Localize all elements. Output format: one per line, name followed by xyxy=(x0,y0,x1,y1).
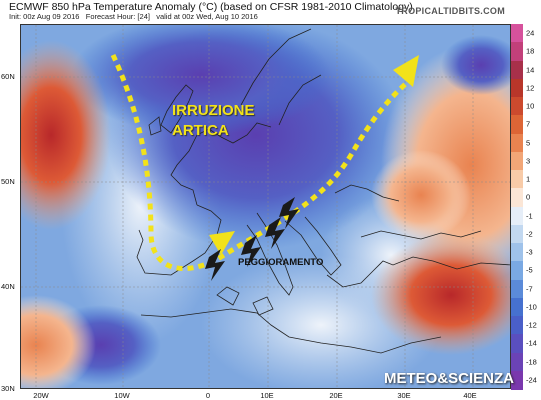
cold-core-north xyxy=(71,25,331,135)
lon-label-20e: 20E xyxy=(329,391,343,400)
colorbar-label: -2 xyxy=(526,229,533,239)
warm-area-ukraine xyxy=(371,150,471,240)
map-title: ECMWF 850 hPa Temperature Anomaly (°C) (… xyxy=(9,1,413,13)
arrowhead-northeast xyxy=(393,55,419,87)
colorbar-swatch xyxy=(511,334,523,353)
colorbar-swatch xyxy=(511,42,523,61)
annotation-peggioramento: PEGGIORAMENTO xyxy=(238,257,324,268)
colorbar-label: 12 xyxy=(526,83,535,93)
cold-area-northeast xyxy=(441,35,510,95)
arrowhead-center xyxy=(209,231,235,255)
init-time: Init: 00z Aug 09 2016 xyxy=(9,12,80,21)
colorbar-swatch xyxy=(511,78,523,98)
map-subtitle: Init: 00z Aug 09 2016 Forecast Hour: [24… xyxy=(9,12,258,21)
colorbar-swatch xyxy=(511,243,523,262)
colorbar-label: 1 xyxy=(526,174,531,184)
colorbar-label: -24 xyxy=(526,375,537,385)
lat-label-50n: 50N xyxy=(1,177,15,186)
colorbar-label: -18 xyxy=(526,357,537,367)
colorbar-swatch xyxy=(511,188,523,207)
colorbar-label: 3 xyxy=(526,156,531,166)
colorbar-label: -10 xyxy=(526,302,537,312)
colorbar-label: 7 xyxy=(526,119,531,129)
coastlines xyxy=(136,28,510,354)
colorbar-swatch xyxy=(511,60,523,80)
warm-area-greenland xyxy=(21,40,111,230)
colorbar-label: -1 xyxy=(526,211,533,221)
source-watermark: TROPICALTIDBITS.COM xyxy=(395,6,505,16)
colorbar-label: -12 xyxy=(526,320,537,330)
valid-time: valid at 00z Wed, Aug 10 2016 xyxy=(156,12,258,21)
warm-area-atlantic-south xyxy=(21,295,96,388)
lightning-icon xyxy=(265,217,285,249)
lon-label-40e: 40E xyxy=(463,391,477,400)
colorbar-label: -7 xyxy=(526,284,533,294)
colorbar-swatch xyxy=(511,24,523,43)
lat-label-40n: 40N xyxy=(1,282,15,291)
colorbar xyxy=(511,24,523,390)
colorbar-label: 10 xyxy=(526,101,535,111)
colorbar-label: 0 xyxy=(526,192,531,202)
arctic-flow-arrow xyxy=(110,53,418,271)
lon-label-10w: 10W xyxy=(114,391,130,400)
colorbar-label: 24 xyxy=(526,28,535,38)
header: ECMWF 850 hPa Temperature Anomaly (°C) (… xyxy=(0,0,541,22)
hot-area-turkey xyxy=(371,235,510,355)
colorbar-swatch xyxy=(511,279,523,299)
colorbar-label: 18 xyxy=(526,46,535,56)
colorbar-swatch xyxy=(511,151,523,171)
lightning-icon xyxy=(279,197,299,229)
colorbar-swatch xyxy=(511,297,523,317)
colorbar-swatch xyxy=(511,261,523,280)
anomaly-map xyxy=(20,24,511,389)
lat-label-60n: 60N xyxy=(1,72,15,81)
lon-label-20w: 20W xyxy=(33,391,49,400)
lat-label-30n: 30N xyxy=(1,384,15,393)
map-svg xyxy=(21,25,510,388)
lightning-icon xyxy=(205,249,225,281)
colorbar-swatch xyxy=(511,224,523,244)
lightning-icon xyxy=(241,235,261,267)
storm-symbols xyxy=(205,197,299,281)
annotation-irruzione: IRRUZIONE xyxy=(172,102,255,119)
colorbar-swatch xyxy=(511,170,523,189)
colorbar-swatch xyxy=(511,97,523,116)
colorbar-swatch xyxy=(511,316,523,335)
lon-label-10e: 10E xyxy=(260,391,274,400)
colorbar-label: -3 xyxy=(526,247,533,257)
colorbar-swatch xyxy=(511,133,523,153)
lon-label-0: 0 xyxy=(205,391,211,400)
colorbar-swatch xyxy=(511,115,523,134)
colorbar-label: 5 xyxy=(526,138,531,148)
colorbar-label: 14 xyxy=(526,65,535,75)
brand-watermark: METEO&SCIENZA xyxy=(384,370,515,387)
colorbar-swatch xyxy=(511,370,523,390)
colorbar-label: -5 xyxy=(526,265,533,275)
forecast-hour: Forecast Hour: [24] xyxy=(85,12,150,21)
colorbar-swatch xyxy=(511,352,523,372)
lon-label-30e: 30E xyxy=(397,391,411,400)
annotation-artica: ARTICA xyxy=(172,122,229,139)
colorbar-label: -14 xyxy=(526,338,537,348)
colorbar-swatch xyxy=(511,206,523,226)
